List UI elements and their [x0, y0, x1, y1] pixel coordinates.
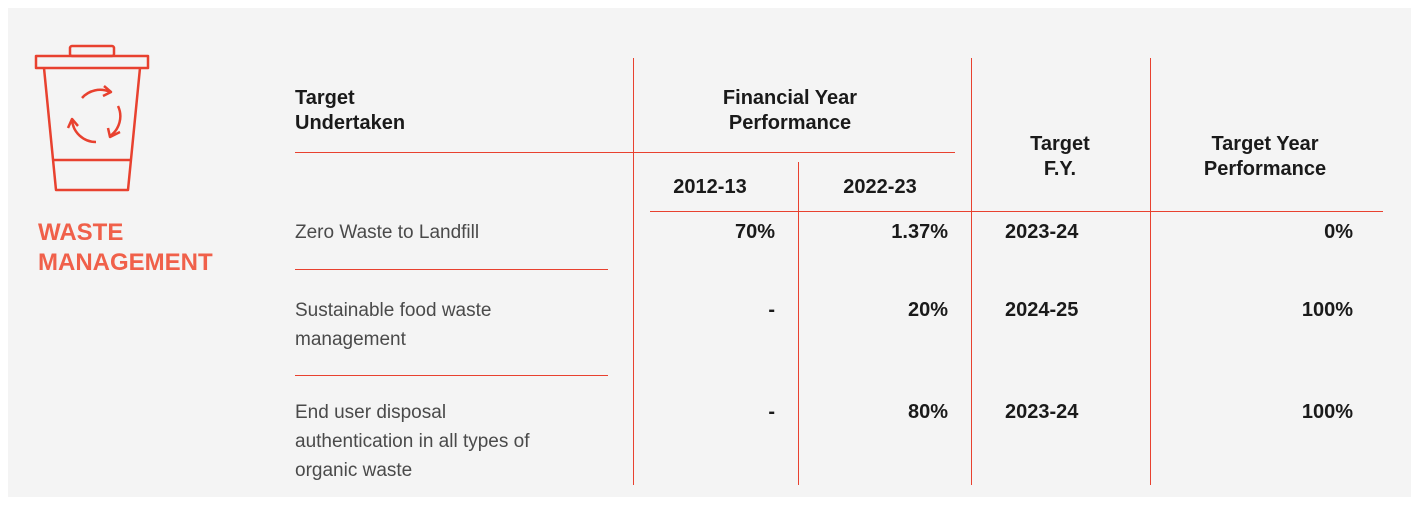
- value-cell: 2023-24: [1005, 221, 1079, 243]
- value-cell: 20%: [907, 299, 948, 321]
- label-line: Zero Waste to Landfill: [295, 222, 480, 243]
- value-cell: -: [768, 401, 775, 423]
- value-cell: 70%: [734, 221, 775, 243]
- label-line: End user disposal: [295, 402, 447, 423]
- header-cell: Target Undertaken: [295, 87, 406, 134]
- label-line: organic waste: [295, 460, 413, 481]
- divider: [971, 58, 972, 485]
- label-line: management: [295, 329, 406, 350]
- divider: [295, 269, 608, 270]
- header-cell: Target F.Y.: [1030, 133, 1090, 180]
- value-cell: 100%: [1301, 299, 1353, 321]
- row-label: Sustainable food waste management: [295, 296, 491, 354]
- section-title: WASTE MANAGEMENT: [38, 219, 213, 276]
- row-label: Zero Waste to Landfill: [295, 218, 479, 247]
- divider: [295, 152, 955, 153]
- value-cell: 100%: [1301, 401, 1353, 423]
- value-cell: -: [768, 299, 775, 321]
- header-cell: Target Year Performance: [1203, 133, 1327, 180]
- value-cell: 80%: [907, 401, 948, 423]
- panel: [8, 8, 1411, 497]
- label-line: Sustainable food waste: [295, 300, 492, 321]
- divider: [295, 375, 608, 376]
- label-line: authentication in all types of: [295, 431, 530, 452]
- value-cell: 2023-24: [1005, 401, 1079, 423]
- header-cell: Financial Year Performance: [722, 87, 858, 134]
- value-cell: 1.37%: [891, 221, 948, 243]
- recycle-bin-icon: [34, 44, 150, 192]
- value-cell: 0%: [1324, 221, 1353, 243]
- divider: [650, 211, 1383, 212]
- divider: [798, 162, 799, 485]
- divider: [633, 58, 634, 485]
- row-label: End user disposal authentication in all t…: [295, 398, 530, 485]
- header-cell: 2012-13: [673, 176, 747, 198]
- header-cell: 2022-23: [843, 176, 917, 198]
- value-cell: 2024-25: [1005, 299, 1079, 321]
- divider: [1150, 58, 1151, 485]
